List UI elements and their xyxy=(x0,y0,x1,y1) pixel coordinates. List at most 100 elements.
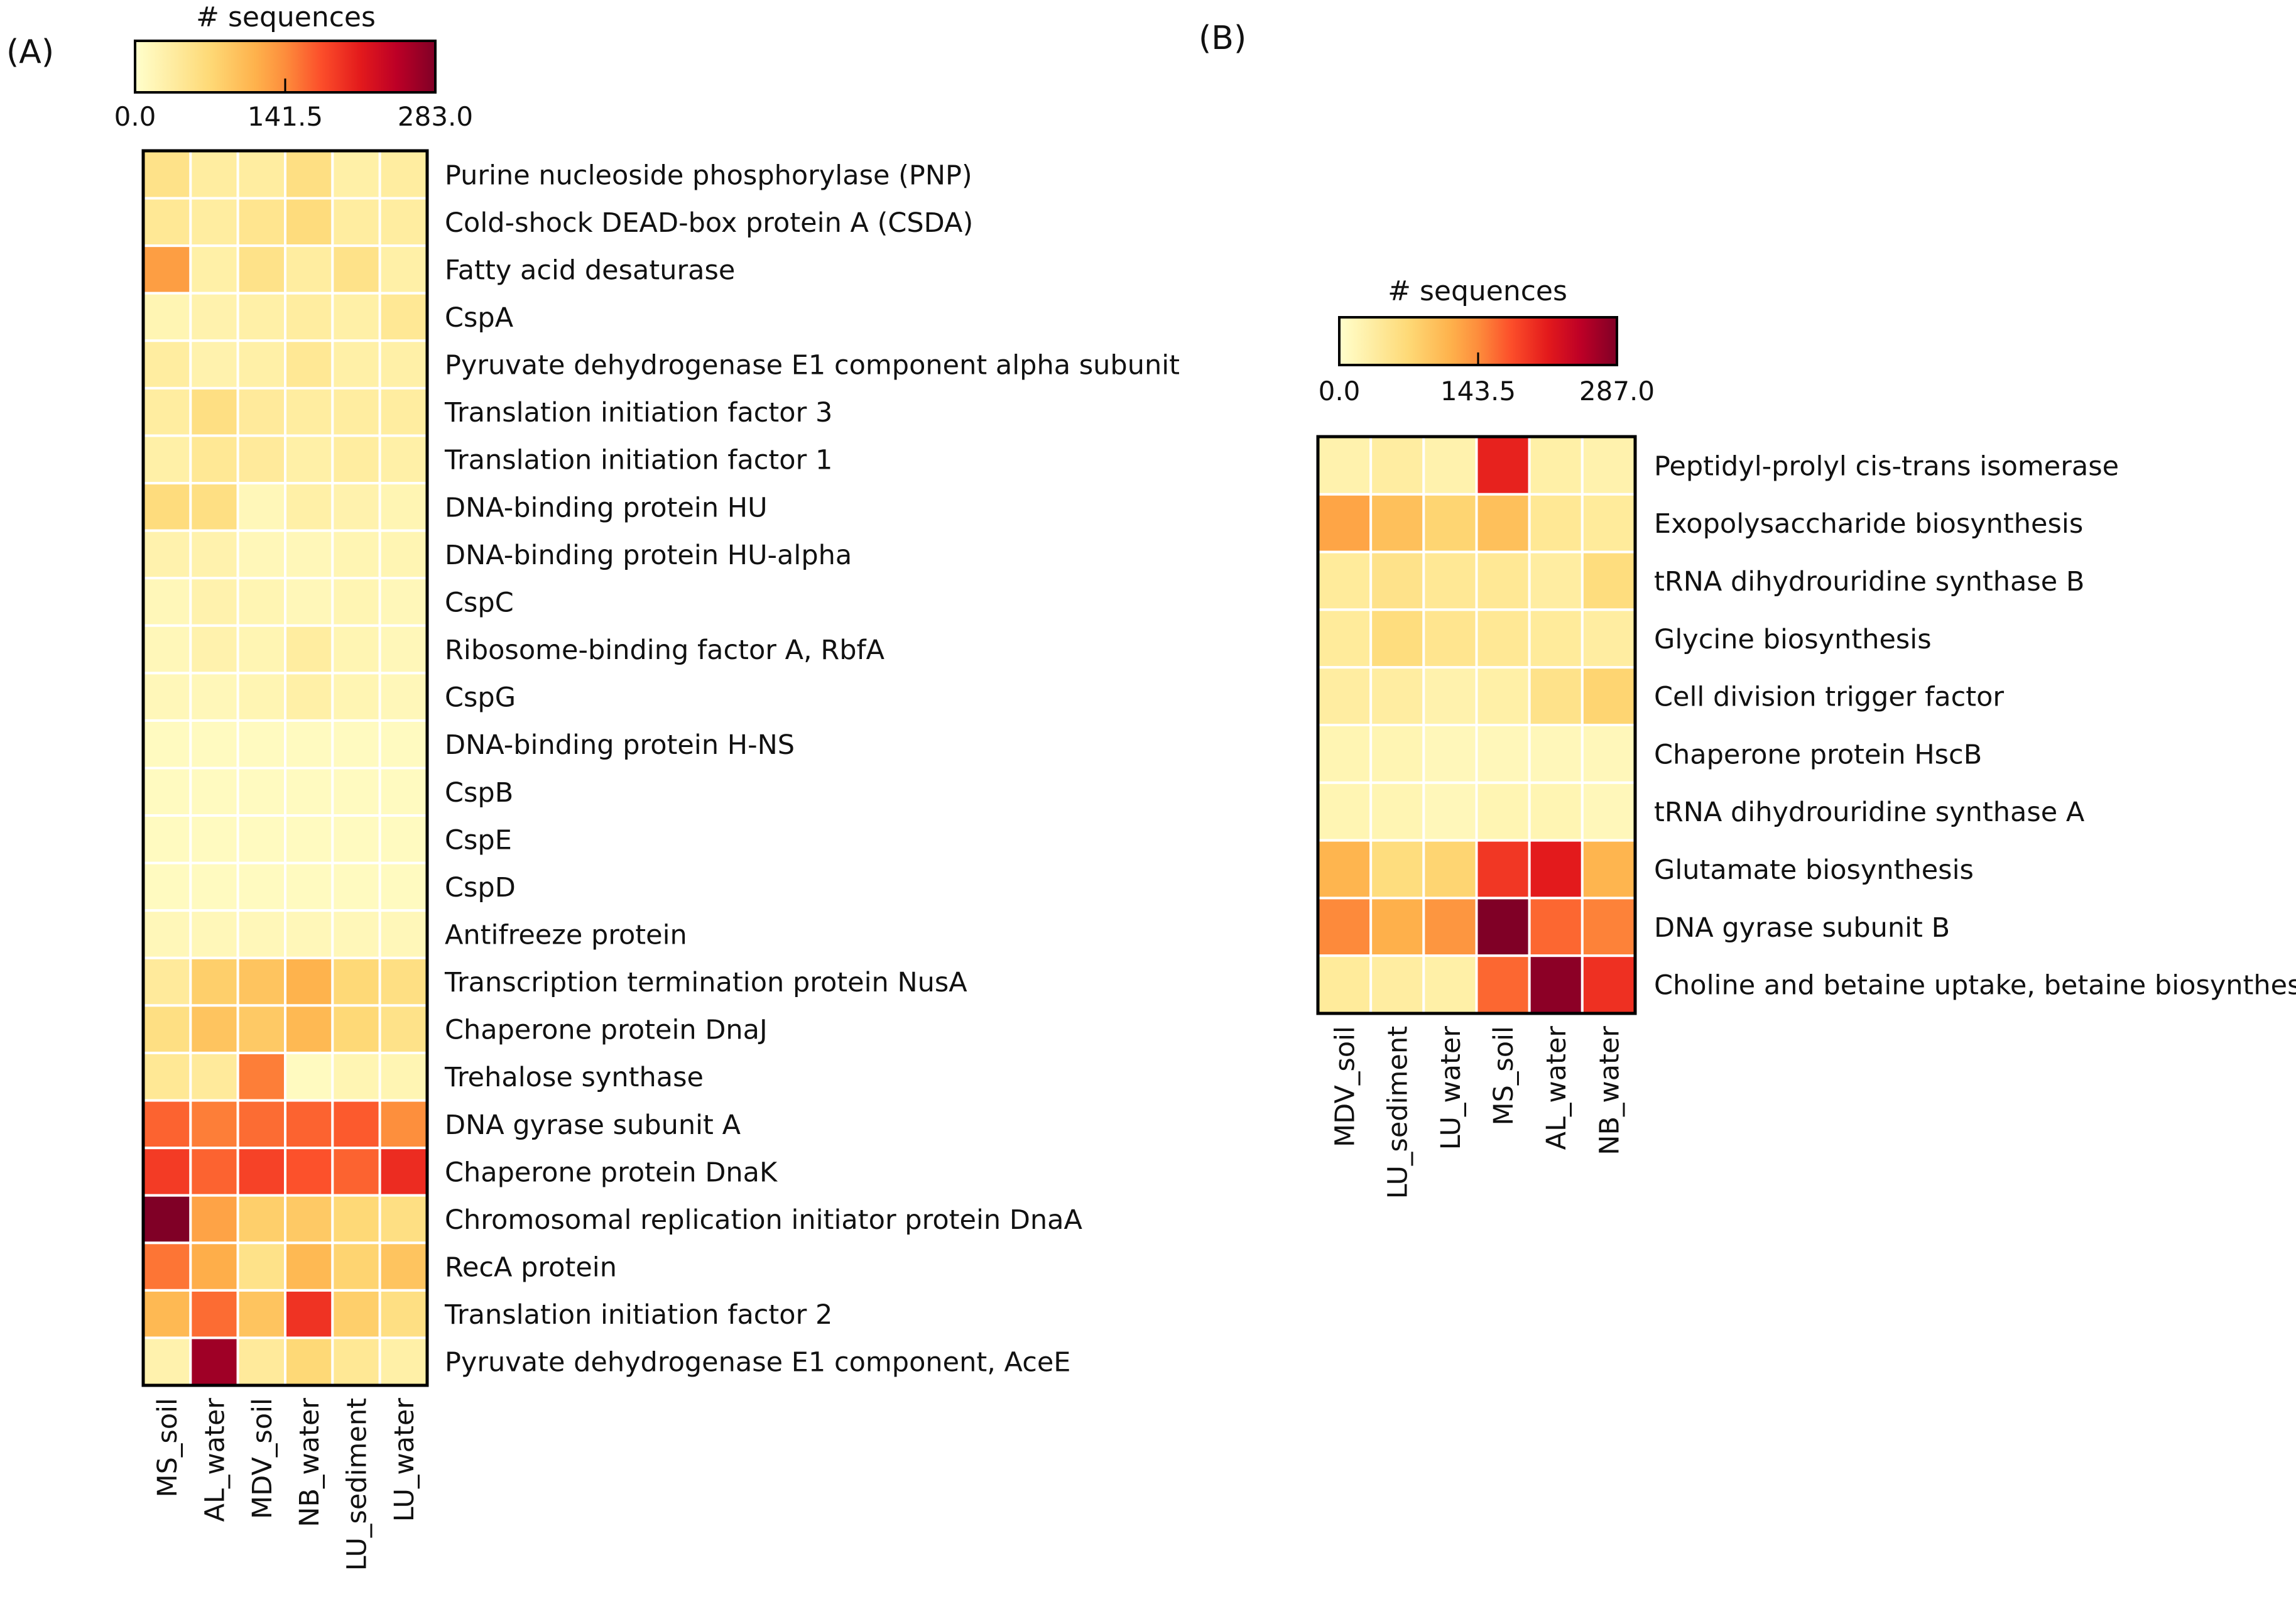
heatmap-a-cell xyxy=(142,244,192,295)
heatmap-a-cell xyxy=(189,1004,239,1054)
heatmap-a-row-label: Cold-shock DEAD-box protein A (CSDA) xyxy=(445,207,973,239)
heatmap-a-cell xyxy=(142,1289,192,1339)
heatmap-a-cell xyxy=(284,624,334,675)
heatmap-a-cell xyxy=(331,482,381,532)
heatmap-a-row-label: Trehalose synthase xyxy=(444,1062,704,1093)
heatmap-b-cell xyxy=(1422,954,1478,1015)
heatmap-a-cell xyxy=(378,814,429,864)
heatmap-a-cell xyxy=(284,1004,334,1054)
heatmap-a-cell xyxy=(331,909,381,959)
heatmap-a-cell xyxy=(189,861,239,912)
heatmap-a-cell xyxy=(236,1194,286,1245)
heatmap-a-cell xyxy=(189,529,239,580)
heatmap-a-cell xyxy=(236,814,286,864)
heatmap-a-cell xyxy=(331,1099,381,1150)
heatmap-a-cell xyxy=(378,1336,429,1387)
heatmap-a-cell xyxy=(236,339,286,390)
heatmap-a-cell xyxy=(284,150,334,200)
heatmap-a-cell xyxy=(331,339,381,390)
heatmap-a-cell xyxy=(284,386,334,437)
heatmap-a-cell xyxy=(142,814,192,864)
heatmap-b-cell xyxy=(1317,608,1373,669)
heatmap-a-cell xyxy=(331,1004,381,1054)
heatmap-a-cell xyxy=(236,1004,286,1054)
heatmap-a-cell xyxy=(284,292,334,342)
heatmap-b-cell xyxy=(1581,550,1636,611)
heatmap-a-row-label: Translation initiation factor 2 xyxy=(444,1299,832,1331)
heatmap-b-column-label: MS_soil xyxy=(1488,1026,1520,1126)
heatmap-a-cell xyxy=(189,672,239,722)
heatmap-a-cell xyxy=(284,1147,334,1197)
heatmap-b-cell xyxy=(1581,666,1636,726)
heatmap-b-cell xyxy=(1422,608,1478,669)
heatmap-a-cells xyxy=(142,150,429,1387)
heatmap-a-row-label: Translation initiation factor 3 xyxy=(444,397,832,428)
heatmap-a-column-label: AL_water xyxy=(199,1398,231,1522)
heatmap-a-row-label: Pyruvate dehydrogenase E1 component alph… xyxy=(445,350,1180,381)
heatmap-a-cell xyxy=(284,956,334,1007)
heatmap-a-cell xyxy=(378,861,429,912)
heatmap-b-cell xyxy=(1475,839,1531,900)
colorbar-a-title: # sequences xyxy=(196,1,376,33)
heatmap-a-cell xyxy=(142,956,192,1007)
heatmap-b-cell xyxy=(1317,550,1373,611)
heatmap-a-cell xyxy=(284,672,334,722)
heatmap-b-row-label: Glutamate biosynthesis xyxy=(1654,854,1974,886)
heatmap-a-cell xyxy=(236,244,286,295)
heatmap-a-cell xyxy=(189,1289,239,1339)
heatmap-a-cell xyxy=(236,1289,286,1339)
heatmap-a-cell xyxy=(236,482,286,532)
heatmap-a-cell xyxy=(236,909,286,959)
heatmap-b-cell xyxy=(1528,435,1584,496)
heatmap-a-cell xyxy=(236,386,286,437)
heatmap-b-column-label: LU_sediment xyxy=(1383,1026,1414,1199)
heatmap-a-row-label: Purine nucleoside phosphorylase (PNP) xyxy=(445,160,972,191)
heatmap-b-cell xyxy=(1581,724,1636,784)
heatmap-b-cell xyxy=(1422,666,1478,726)
heatmap-a-cell xyxy=(284,1194,334,1245)
heatmap-a-cell xyxy=(142,1336,192,1387)
heatmap-a-cell xyxy=(142,1241,192,1292)
heatmap-a-cell xyxy=(142,1051,192,1102)
heatmap-a-cell xyxy=(236,719,286,770)
heatmap-a-cell xyxy=(236,529,286,580)
heatmap-a-cell xyxy=(331,150,381,200)
heatmap-a-row-labels: Purine nucleoside phosphorylase (PNP) Col… xyxy=(444,160,1180,1378)
heatmap-a-column-label: LU_sediment xyxy=(341,1398,373,1571)
heatmap-b-cell xyxy=(1422,550,1478,611)
heatmap-b-column-label: LU_water xyxy=(1435,1026,1467,1150)
heatmap-b-cell xyxy=(1422,897,1478,957)
heatmap-b: # sequences 0.0 143.5 287.0 Peptidyl-pro… xyxy=(1316,275,2296,1199)
heatmap-b-cell xyxy=(1317,897,1373,957)
heatmap-a-cell xyxy=(236,1241,286,1292)
heatmap-b-cell xyxy=(1475,781,1531,842)
heatmap-a-column-label: MDV_soil xyxy=(247,1398,278,1519)
heatmap-a-cell xyxy=(189,292,239,342)
heatmap-a-cell xyxy=(378,1194,429,1245)
heatmap-a-cell xyxy=(189,909,239,959)
heatmap-a-cell xyxy=(236,1099,286,1150)
heatmap-b-row-labels: Peptidyl-prolyl cis-trans isomerase Exopo… xyxy=(1654,450,2296,1001)
heatmap-a-row-label: DNA-binding protein HU xyxy=(445,492,768,523)
heatmap-a-row-label: Fatty acid desaturase xyxy=(445,254,735,286)
heatmap-b-cell xyxy=(1422,839,1478,900)
heatmap-a-row-label: CspE xyxy=(445,824,512,856)
heatmap-a-cell xyxy=(331,529,381,580)
heatmap-a-row-label: CspC xyxy=(445,587,514,618)
heatmap-b-cell xyxy=(1581,954,1636,1015)
heatmap-b-cell xyxy=(1528,897,1584,957)
heatmap-a-row-label: Translation initiation factor 1 xyxy=(444,445,832,476)
heatmap-a-cell xyxy=(378,339,429,390)
heatmap-a-cell xyxy=(189,197,239,248)
heatmap-a-cell xyxy=(142,624,192,675)
heatmap-b-row-label: Peptidyl-prolyl cis-trans isomerase xyxy=(1654,450,2119,482)
heatmap-b-cell xyxy=(1422,493,1478,554)
heatmap-a-cell xyxy=(189,956,239,1007)
heatmap-b-cell xyxy=(1369,550,1425,611)
heatmap-b-cell xyxy=(1369,839,1425,900)
heatmap-a-cell xyxy=(378,150,429,200)
heatmap-b-cell xyxy=(1369,724,1425,784)
heatmap-a-cell xyxy=(142,1004,192,1054)
heatmap-a-column-label: NB_water xyxy=(294,1398,325,1527)
